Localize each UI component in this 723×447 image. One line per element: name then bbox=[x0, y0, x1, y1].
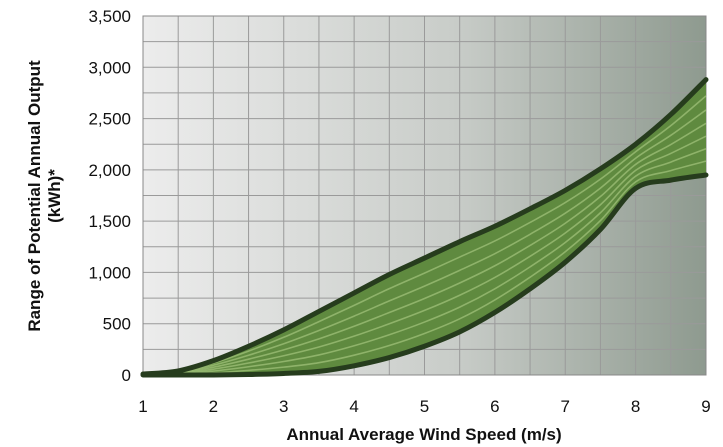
plot-border bbox=[142, 15, 707, 376]
x-axis-title: Annual Average Wind Speed (m/s) bbox=[286, 425, 561, 444]
x-tick-label: 5 bbox=[420, 397, 429, 416]
x-tick-label: 2 bbox=[209, 397, 218, 416]
upper-bound-line bbox=[140, 77, 709, 377]
y-tick-label: 1,000 bbox=[88, 263, 131, 282]
y-tick-label: 2,000 bbox=[88, 161, 131, 180]
x-tick-label: 4 bbox=[349, 397, 358, 416]
inner-curve bbox=[142, 135, 707, 376]
y-tick-label: 0 bbox=[122, 366, 131, 385]
y-tick-label: 3,000 bbox=[88, 58, 131, 77]
x-tick-label: 8 bbox=[631, 397, 640, 416]
lower-bound-line bbox=[140, 172, 709, 378]
x-tick-label: 6 bbox=[490, 397, 499, 416]
x-tick-label: 1 bbox=[138, 397, 147, 416]
inner-curve bbox=[142, 109, 707, 376]
y-tick-label: 2,500 bbox=[88, 110, 131, 129]
y-axis-title-line2: (kWh)* bbox=[45, 169, 64, 223]
y-axis-title-line1: Range of Potential Annual Output bbox=[25, 60, 44, 332]
x-tick-label: 3 bbox=[279, 397, 288, 416]
y-axis-ticks: 0 500 1,000 1,500 2,000 2,500 3,000 3,500 bbox=[88, 7, 131, 385]
inner-curve bbox=[142, 148, 707, 376]
x-axis-ticks: 1 2 3 4 5 6 7 8 9 bbox=[138, 397, 710, 416]
inner-lines bbox=[142, 95, 707, 376]
y-tick-label: 500 bbox=[103, 315, 131, 334]
inner-curve bbox=[142, 122, 707, 376]
x-tick-label: 7 bbox=[561, 397, 570, 416]
y-tick-label: 1,500 bbox=[88, 212, 131, 231]
y-tick-label: 3,500 bbox=[88, 7, 131, 26]
inner-curve bbox=[142, 160, 707, 376]
x-tick-label: 9 bbox=[701, 397, 710, 416]
inner-curve bbox=[142, 95, 707, 375]
